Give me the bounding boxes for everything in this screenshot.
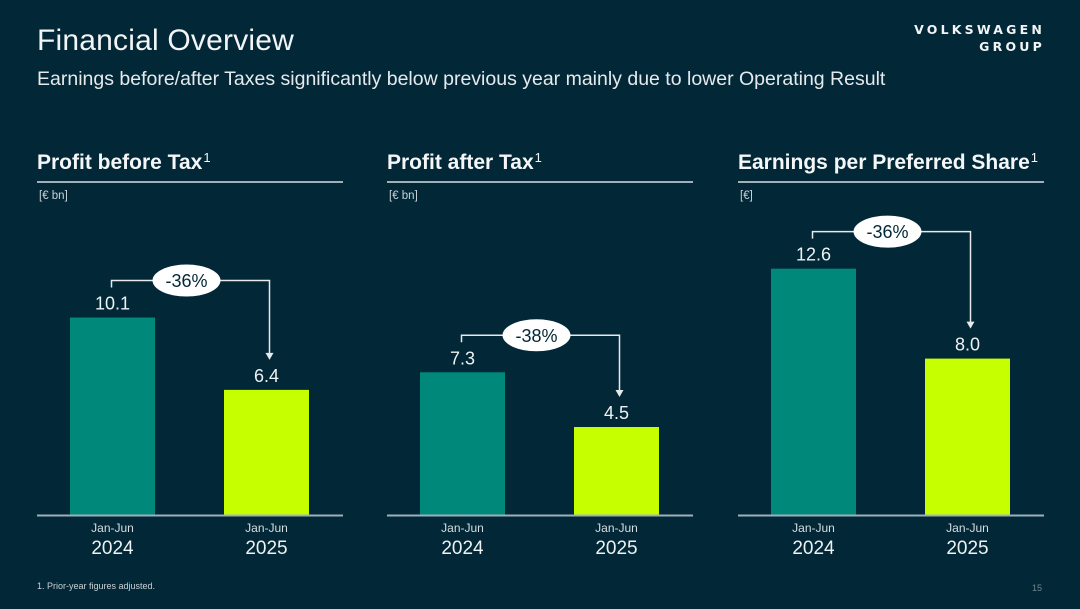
panel-earnings-per-preferred-share: Earnings per Preferred Share1 [€] 12.6 Ja… [738,150,1044,560]
x-tick-year: 2025 [946,538,988,559]
x-tick-period: Jan-Jun [946,521,989,535]
value-label-2024: 12.6 [796,245,831,265]
change-bubble [152,264,221,297]
panel-title-text: Profit after Tax [387,151,534,174]
logo-line-2: GROUP [979,39,1045,54]
change-bubble [853,215,922,248]
bar-2025 [574,427,659,515]
panel-title-text: Profit before Tax [37,151,203,174]
panel-title-rule [37,181,343,183]
bar-chart-profit-before-tax: 10.1 Jan-Jun 2024 6.4 Jan-Jun 2025 -36% [37,264,343,559]
footnote: 1. Prior-year figures adjusted. [37,581,156,591]
x-tick-period: Jan-Jun [441,521,484,535]
unit-label: [€ bn] [389,190,418,202]
bar-2025 [925,358,1010,515]
panel-title: Earnings per Preferred Share1 [738,150,1038,175]
x-tick-year: 2025 [245,538,287,559]
value-label-2025: 8.0 [955,335,980,355]
panel-title-rule [738,181,1044,183]
page-number: 15 [1032,583,1043,593]
change-label: -36% [165,271,207,291]
logo-line-1: VOLKSWAGEN [914,22,1045,37]
panel-profit-before-tax: Profit before Tax1 [€ bn] 10.1 Jan-Jun 202… [37,150,343,560]
unit-label: [€ bn] [39,190,68,202]
bar-2024 [70,317,155,515]
value-label-2024: 7.3 [450,348,475,368]
x-tick-period: Jan-Jun [91,521,134,535]
unit-label: [€] [740,190,753,202]
bar-2025 [224,389,309,515]
volkswagen-group-logo: VOLKSWAGEN GROUP [914,21,1045,55]
x-tick-year: 2024 [792,538,835,559]
bar-chart-earnings-per-preferred-share: 12.6 Jan-Jun 2024 8.0 Jan-Jun 2025 -36% [738,215,1044,559]
bar-2024 [771,268,856,515]
footnote-marker: 1 [1030,150,1039,165]
slide-subtitle: Earnings before/after Taxes significantl… [37,68,886,90]
x-tick-year: 2024 [91,538,134,559]
change-label: -38% [515,326,557,346]
slide-title: Financial Overview [37,24,295,57]
panel-title-text: Earnings per Preferred Share [738,151,1030,174]
change-arrowhead [265,352,274,360]
x-tick-period: Jan-Jun [595,521,638,535]
change-arrowhead [966,321,975,329]
value-label-2024: 10.1 [95,294,130,314]
change-bubble [502,319,571,352]
bar-chart-profit-after-tax: 7.3 Jan-Jun 2024 4.5 Jan-Jun 2025 -38% [387,319,693,559]
change-arrowhead [615,390,624,398]
panel-profit-after-tax: Profit after Tax1 [€ bn] 7.3 Jan-Jun 2024 4… [387,150,693,560]
x-tick-year: 2024 [441,538,484,559]
bar-2024 [420,372,505,515]
value-label-2025: 6.4 [254,366,279,386]
x-tick-period: Jan-Jun [245,521,288,535]
panel-title: Profit before Tax1 [37,150,211,175]
footnote-marker: 1 [203,150,211,165]
footnote-marker: 1 [534,150,542,165]
x-tick-period: Jan-Jun [792,521,835,535]
panel-title: Profit after Tax1 [387,150,542,175]
change-label: -36% [866,222,908,242]
x-tick-year: 2025 [595,538,637,559]
panel-title-rule [387,181,693,183]
value-label-2025: 4.5 [604,403,629,423]
